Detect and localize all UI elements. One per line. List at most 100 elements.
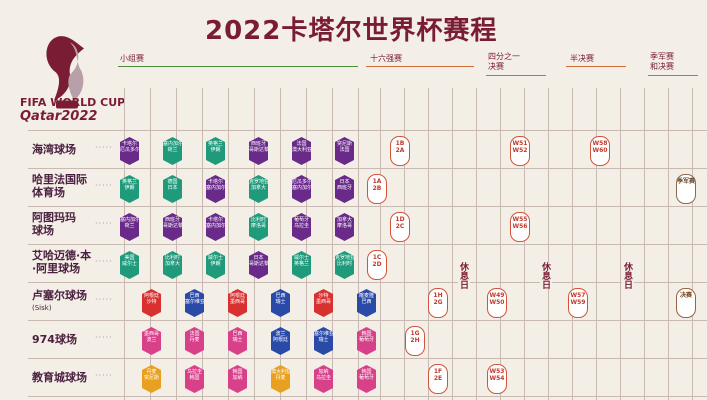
venue-974: 974球场 [32,333,77,346]
rest-day-label: 休息日 [540,262,552,289]
group-match-badge[interactable]: 丹麦 突尼斯 [142,365,161,393]
stage-group: 小组赛 [120,54,144,63]
stage-quarter-line [486,75,546,76]
page-title: 2022卡塔尔世界杯赛程 [205,16,498,46]
group-match-badge[interactable]: 卡塔尔 塞内加尔 [206,213,225,241]
group-match-badge[interactable]: 日本 西班牙 [335,175,354,203]
column-guide [476,88,477,400]
venue-connector-dots: ····· [95,333,113,342]
rest-day-label: 休息日 [622,262,634,289]
column-guide [644,88,645,400]
group-match-badge[interactable]: 韩国 葡萄牙 [357,365,376,393]
knockout-match-badge[interactable]: 1G 2H [405,326,425,356]
stage-round16: 十六强赛 [370,54,402,63]
group-match-badge[interactable]: 巴西 瑞士 [228,327,247,355]
knockout-match-badge[interactable]: 1H 2G [428,288,448,318]
group-match-badge[interactable]: 葡萄牙 乌拉圭 [292,213,311,241]
row-divider [28,282,707,283]
row-divider [28,168,707,169]
knockout-match-badge[interactable]: 1A 2B [367,174,387,204]
group-match-badge[interactable]: 法国 丹麦 [185,327,204,355]
group-match-badge[interactable]: 克罗地亚 比利时 [335,251,354,279]
column-guide [280,88,281,400]
group-match-badge[interactable]: 西班牙 哥斯达黎加 [249,137,268,165]
group-match-badge[interactable]: 英格兰 伊朗 [120,175,139,203]
group-match-badge[interactable]: 加拿大 摩洛哥 [335,213,354,241]
group-match-badge[interactable]: 威尔士 伊朗 [206,251,225,279]
venue-lusail-name: 卢塞尔球场 [32,289,87,302]
group-match-badge[interactable]: 阿根廷 墨西哥 [228,289,247,317]
group-match-badge[interactable]: 法国 澳大利亚 [292,137,311,165]
group-match-badge[interactable]: 日本 哥斯达黎加 [249,251,268,279]
group-match-badge[interactable]: 突尼斯 法国 [335,137,354,165]
row-divider [28,396,707,397]
group-match-badge[interactable]: 克罗地亚 加拿大 [249,175,268,203]
group-match-badge[interactable]: 沙特 墨西哥 [314,289,333,317]
stage-semi: 半决赛 [570,54,594,63]
column-guide [596,88,597,400]
venue-al-bayt: 海湾球场 [32,143,76,156]
group-match-badge[interactable]: 加纳 乌拉圭 [314,365,333,393]
group-match-badge[interactable]: 比利时 摩洛哥 [249,213,268,241]
group-match-badge[interactable]: 波兰 阿根廷 [271,327,290,355]
group-match-badge[interactable]: 阿根廷 沙特 [142,289,161,317]
group-match-badge[interactable]: 塞尔维亚 瑞士 [314,327,333,355]
group-match-badge[interactable]: 塞内加尔 荷兰 [163,137,182,165]
column-guide [306,88,307,400]
venue-lusail: 卢塞尔球场 (Sisk) [32,289,87,315]
venue-connector-dots: ····· [95,257,113,266]
world-cup-trophy-logo-icon [46,36,84,109]
column-guide [332,88,333,400]
group-match-badge[interactable]: 韩国 葡萄牙 [357,327,376,355]
column-guide [620,88,621,400]
group-match-badge[interactable]: 乌拉圭 韩国 [185,365,204,393]
knockout-match-badge[interactable]: W58 W60 [590,136,610,166]
group-match-badge[interactable]: 厄瓜多尔 塞内加尔 [292,175,311,203]
third-match-badge[interactable]: 季军赛 [676,174,696,204]
group-match-badge[interactable]: 比利时 加拿大 [163,251,182,279]
group-match-badge[interactable]: 卡塔尔 厄瓜多尔 [120,137,139,165]
column-guide [124,88,125,400]
column-guide [380,88,381,400]
column-guide [228,88,229,400]
group-match-badge[interactable]: 墨西哥 波兰 [142,327,161,355]
column-guide [692,88,693,400]
stage-semi-line [566,66,626,67]
venue-connector-dots: ····· [95,295,113,304]
final-match-badge[interactable]: 决赛 [676,288,696,318]
stage-group-line [118,66,358,67]
knockout-match-badge[interactable]: 1C 2D [367,250,387,280]
group-match-badge[interactable]: 巴西 瑞士 [271,289,290,317]
column-guide [548,88,549,400]
knockout-match-badge[interactable]: 1B 2A [390,136,410,166]
venue-ahmad-bin-ali: 艾哈迈德·本 ·阿里球场 [32,249,92,275]
knockout-match-badge[interactable]: W57 W59 [568,288,588,318]
group-match-badge[interactable]: 英格兰 伊朗 [206,137,225,165]
group-match-badge[interactable]: 卡塔尔 塞内加尔 [206,175,225,203]
column-guide [358,88,359,400]
knockout-match-badge[interactable]: 1D 2C [390,212,410,242]
venue-khalifa: 哈里法国际 体育场 [32,173,87,199]
group-match-badge[interactable]: 巴西 塞尔维亚 [185,289,204,317]
group-match-badge[interactable]: 喀麦隆 巴西 [357,289,376,317]
venue-al-thumama: 阿图玛玛 球场 [32,211,76,237]
knockout-match-badge[interactable]: W49 W50 [487,288,507,318]
venue-connector-dots: ····· [95,181,113,190]
knockout-match-badge[interactable]: W55 W56 [510,212,530,242]
knockout-match-badge[interactable]: W53 W54 [487,364,507,394]
row-divider [28,206,707,207]
group-match-badge[interactable]: 澳大利亚 丹麦 [271,365,290,393]
group-match-badge[interactable]: 德国 日本 [163,175,182,203]
column-guide [668,88,669,400]
knockout-match-badge[interactable]: W51 W52 [510,136,530,166]
rest-day-label: 休息日 [458,262,470,289]
venue-connector-dots: ····· [95,143,113,152]
group-match-badge[interactable]: 西班牙 哥斯达黎加 [163,213,182,241]
group-match-badge[interactable]: 威尔士 英格兰 [292,251,311,279]
group-match-badge[interactable]: 美国 威尔士 [120,251,139,279]
group-match-badge[interactable]: 塞内加尔 荷兰 [120,213,139,241]
logo-title: FIFA WORLD CUP [20,96,126,109]
knockout-match-badge[interactable]: 1F 2E [428,364,448,394]
group-match-badge[interactable]: 韩国 加纳 [228,365,247,393]
column-guide [572,88,573,400]
